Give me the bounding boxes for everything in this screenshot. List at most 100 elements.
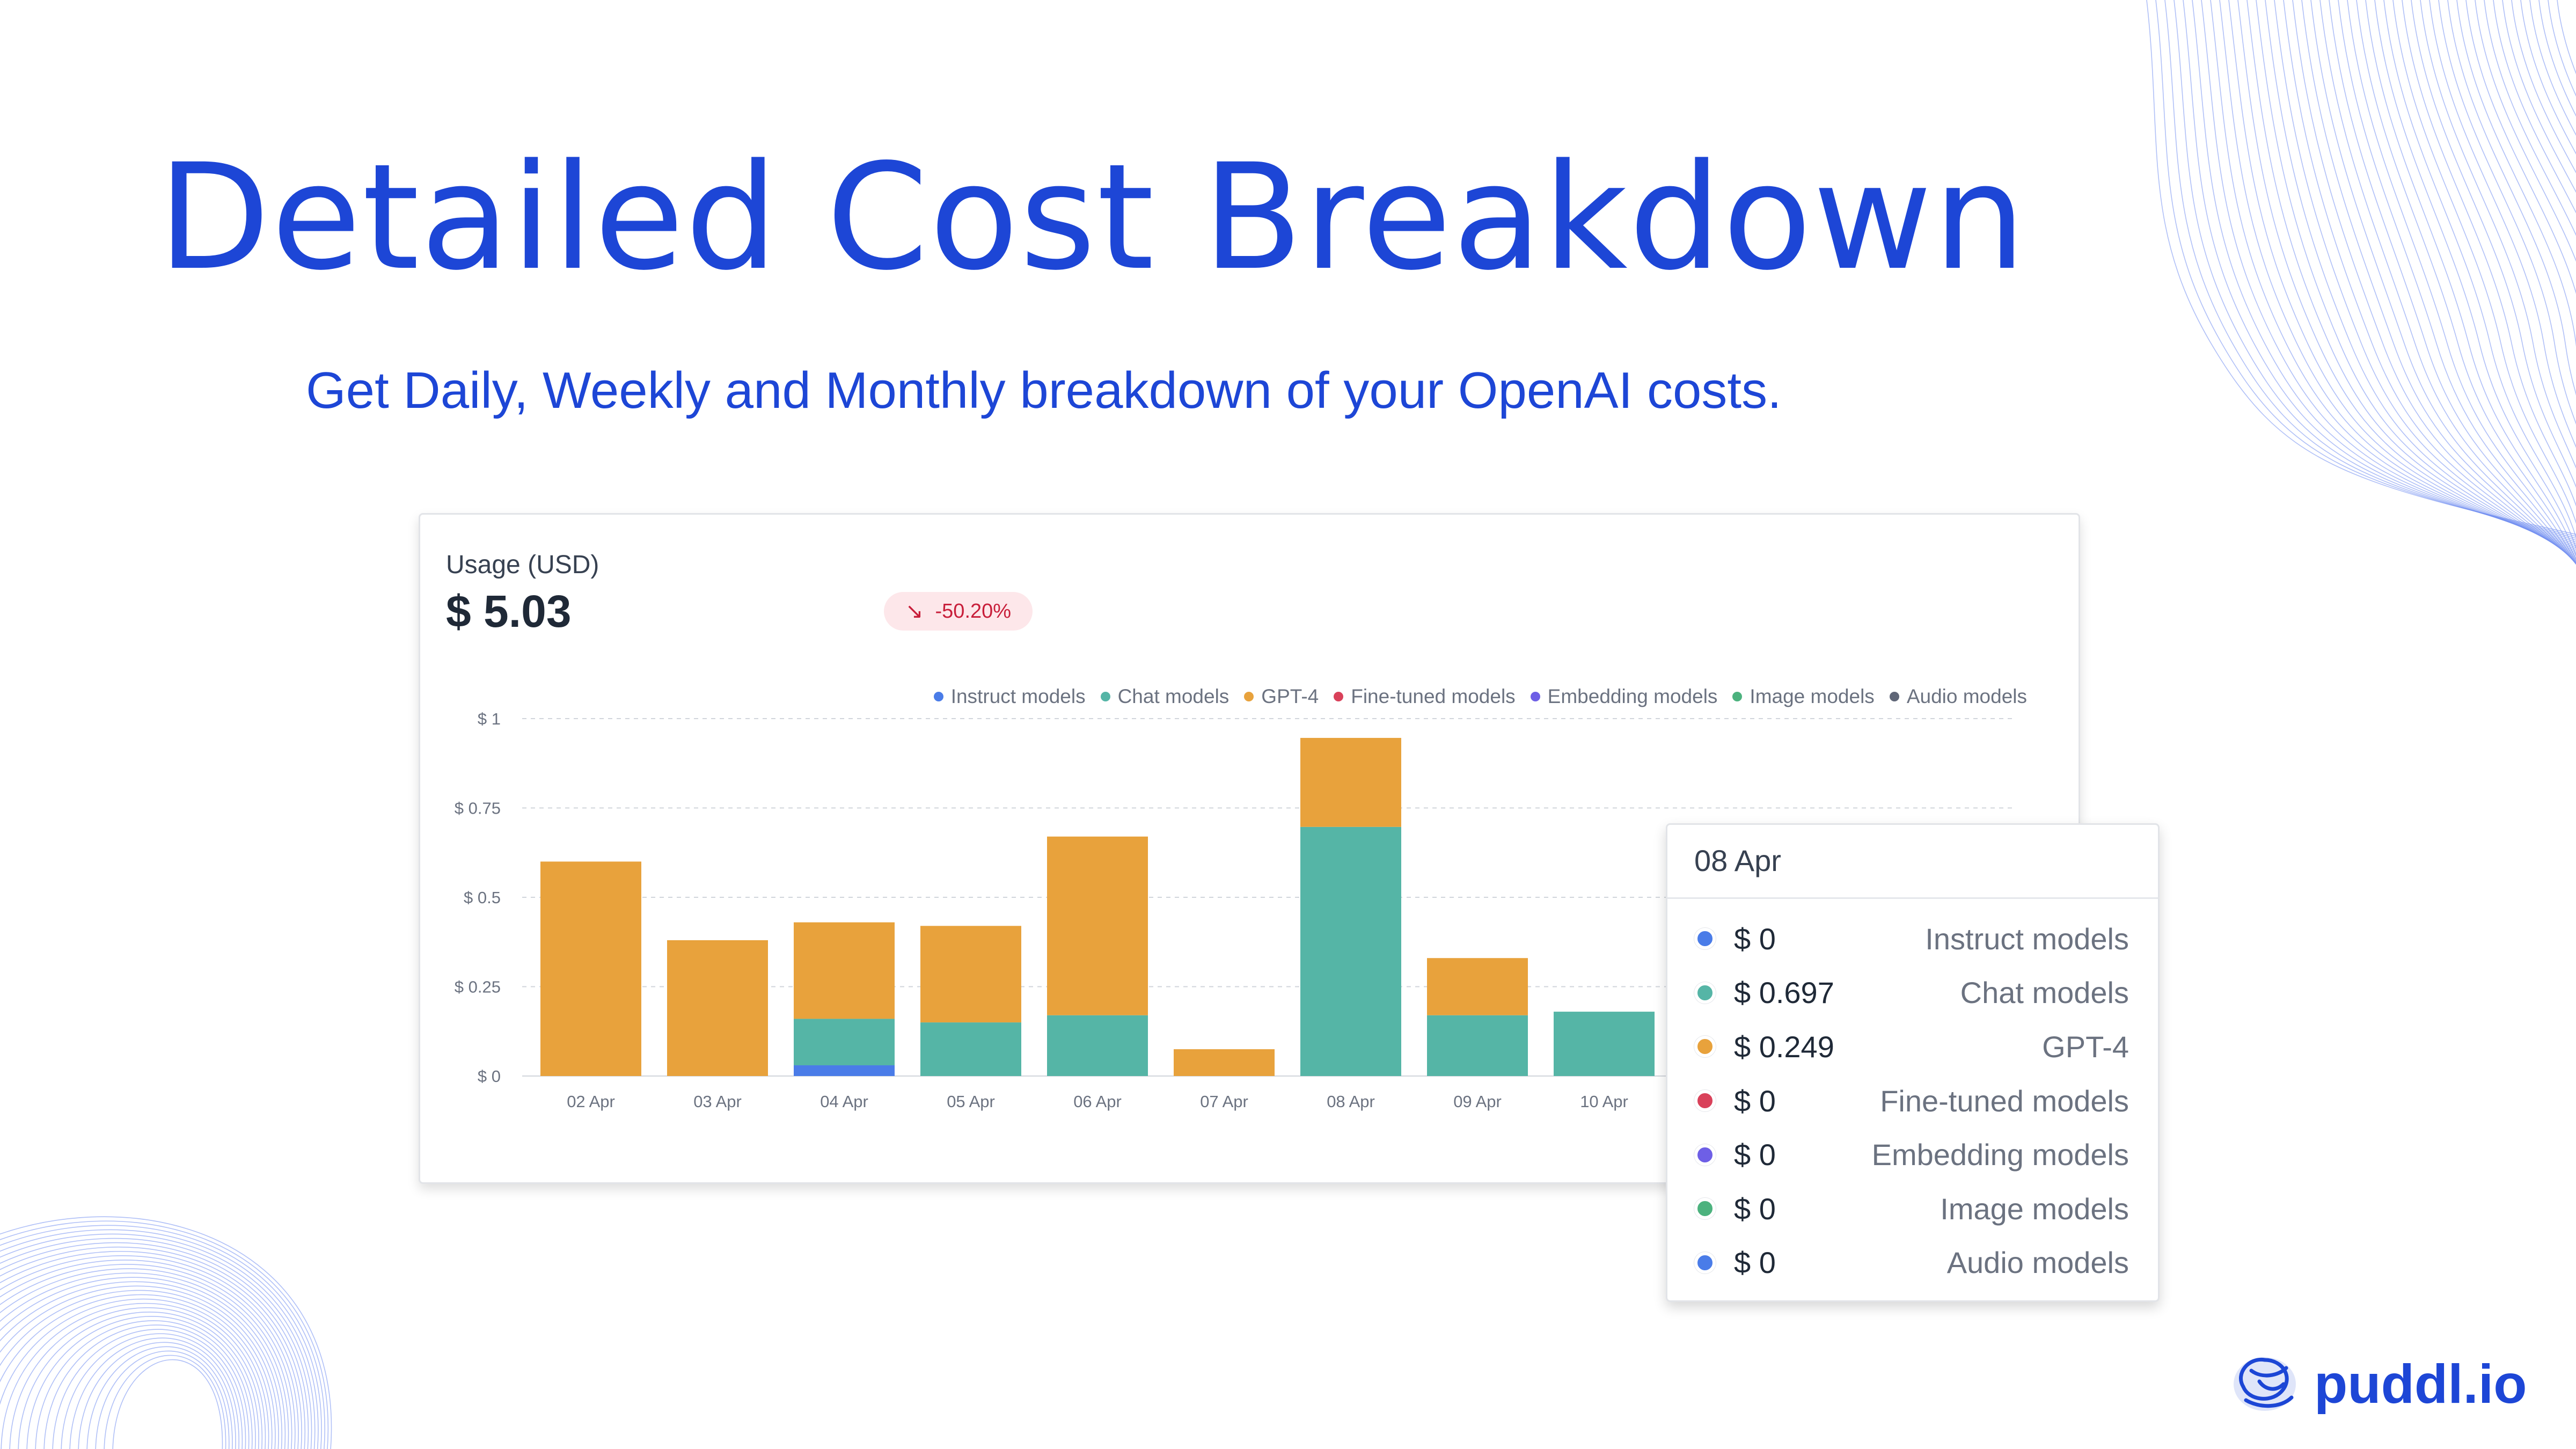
- wave-line: [2246, 0, 2576, 555]
- bar-segment[interactable]: [1427, 958, 1528, 1015]
- bar-segment[interactable]: [920, 926, 1021, 1023]
- wave-line: [2429, 0, 2576, 448]
- legend-item-audio[interactable]: Audio models: [1889, 685, 2027, 708]
- bar-segment[interactable]: [1427, 1015, 1528, 1076]
- tooltip-row: $ 0.249 GPT-4: [1667, 1020, 2158, 1074]
- wave-line: [2347, 0, 2576, 564]
- wave-line: [0, 1268, 292, 1449]
- x-tick-label: 03 Apr: [693, 1092, 742, 1111]
- tooltip-model: Fine-tuned models: [1880, 1084, 2129, 1118]
- usage-label: Usage (USD): [446, 551, 599, 579]
- tooltip-rows: $ 0 Instruct models $ 0.697 Chat models …: [1667, 899, 2158, 1290]
- legend-dot: [1889, 692, 1899, 701]
- legend-dot: [1732, 692, 1743, 701]
- bar-segment[interactable]: [920, 1022, 1021, 1076]
- legend-item-finetuned[interactable]: Fine-tuned models: [1334, 685, 1516, 708]
- bar-segment[interactable]: [540, 861, 641, 1076]
- tooltip-row: $ 0 Image models: [1667, 1182, 2158, 1236]
- bar-segment[interactable]: [1047, 1015, 1148, 1076]
- wave-line: [2183, 0, 2576, 543]
- wave-line: [0, 1242, 312, 1449]
- page-title: Detailed Cost Breakdown: [158, 133, 2027, 303]
- wave-line: [2192, 0, 2576, 545]
- y-tick-label: $ 0.5: [464, 888, 501, 907]
- wave-line: [2338, 0, 2576, 565]
- legend-label: Instruct models: [950, 685, 1086, 707]
- tooltip-amount: $ 0: [1734, 921, 1776, 956]
- legend-dot: [933, 692, 943, 701]
- wave-line: [0, 1246, 309, 1449]
- wave-line: [0, 1216, 332, 1449]
- wave-line: [2237, 0, 2576, 554]
- legend-item-instruct[interactable]: Instruct models: [933, 685, 1086, 708]
- legend-label: GPT-4: [1261, 685, 1319, 707]
- wave-line: [2365, 0, 2576, 557]
- bar-segment[interactable]: [1047, 836, 1148, 1015]
- bar-segment[interactable]: [1554, 1012, 1655, 1076]
- wave-line: [0, 1277, 286, 1449]
- wave-line: [2201, 0, 2576, 546]
- wave-line: [52, 1329, 246, 1449]
- wave-line: [0, 1290, 276, 1449]
- wave-line: [61, 1333, 243, 1449]
- wave-line: [112, 1359, 223, 1449]
- brand-name: puddl.io: [2314, 1353, 2527, 1415]
- wave-line: [2511, 0, 2576, 173]
- legend-label: Fine-tuned models: [1351, 685, 1516, 707]
- bar-segment[interactable]: [1300, 737, 1401, 827]
- wave-line: [2292, 0, 2576, 562]
- legend-item-chat[interactable]: Chat models: [1100, 685, 1229, 708]
- bar-segment[interactable]: [794, 1019, 895, 1066]
- legend-dot: [1100, 692, 1110, 701]
- series-dot: [1694, 1036, 1716, 1058]
- wave-line: [2484, 0, 2576, 236]
- delta-badge: ↘ -50.20%: [884, 592, 1033, 631]
- wave-line: [2392, 0, 2576, 524]
- bar-segment[interactable]: [1174, 1049, 1275, 1076]
- wave-line: [2256, 0, 2576, 557]
- tooltip-row: $ 0 Instruct models: [1667, 912, 2158, 966]
- bar-segment[interactable]: [1300, 826, 1401, 1076]
- tooltip-amount: $ 0: [1734, 1191, 1776, 1226]
- chart-tooltip: 08 Apr $ 0 Instruct models $ 0.697 Chat …: [1666, 823, 2160, 1302]
- wave-line: [2356, 0, 2576, 561]
- wave-line: [104, 1355, 226, 1449]
- trend-down-arrow-icon: ↘: [905, 599, 924, 623]
- tooltip-model: GPT-4: [2042, 1029, 2129, 1064]
- wave-line: [2383, 0, 2576, 539]
- wave-line: [2374, 0, 2576, 550]
- tooltip-model: Embedding models: [1871, 1138, 2129, 1172]
- x-tick-label: 06 Apr: [1073, 1092, 1122, 1111]
- tooltip-row: $ 0 Fine-tuned models: [1667, 1074, 2158, 1128]
- wave-line: [0, 1260, 299, 1449]
- x-tick-label: 04 Apr: [820, 1092, 868, 1111]
- brand[interactable]: puddl.io: [2227, 1349, 2527, 1419]
- bar-segment[interactable]: [794, 1065, 895, 1076]
- y-tick-label: $ 0.25: [455, 978, 501, 997]
- wave-line: [0, 1225, 325, 1449]
- wave-line: [2164, 0, 2576, 539]
- series-dot: [1694, 982, 1716, 1004]
- legend-item-image[interactable]: Image models: [1732, 685, 1875, 708]
- wave-line: [0, 1238, 316, 1449]
- series-dot: [1694, 1252, 1716, 1274]
- usage-total: $ 5.03: [446, 586, 572, 636]
- tooltip-model: Instruct models: [1925, 921, 2129, 956]
- legend-item-gpt4[interactable]: GPT-4: [1244, 685, 1319, 708]
- series-dot: [1694, 928, 1716, 950]
- wave-line: [0, 1229, 322, 1449]
- wave-line: [18, 1311, 259, 1449]
- legend-item-embedding[interactable]: Embedding models: [1530, 685, 1717, 708]
- bar-segment[interactable]: [794, 922, 895, 1019]
- wave-line: [0, 1264, 296, 1449]
- wave-line: [2548, 0, 2576, 97]
- tooltip-amount: $ 0: [1734, 1084, 1776, 1118]
- wave-line: [0, 1298, 269, 1449]
- x-tick-label: 05 Apr: [947, 1092, 995, 1111]
- x-tick-label: 08 Apr: [1327, 1092, 1375, 1111]
- wave-line: [2475, 0, 2576, 262]
- wave-line: [2146, 0, 2576, 535]
- wave-line: [2411, 0, 2576, 488]
- bar-segment[interactable]: [667, 940, 768, 1076]
- legend-label: Image models: [1750, 685, 1875, 707]
